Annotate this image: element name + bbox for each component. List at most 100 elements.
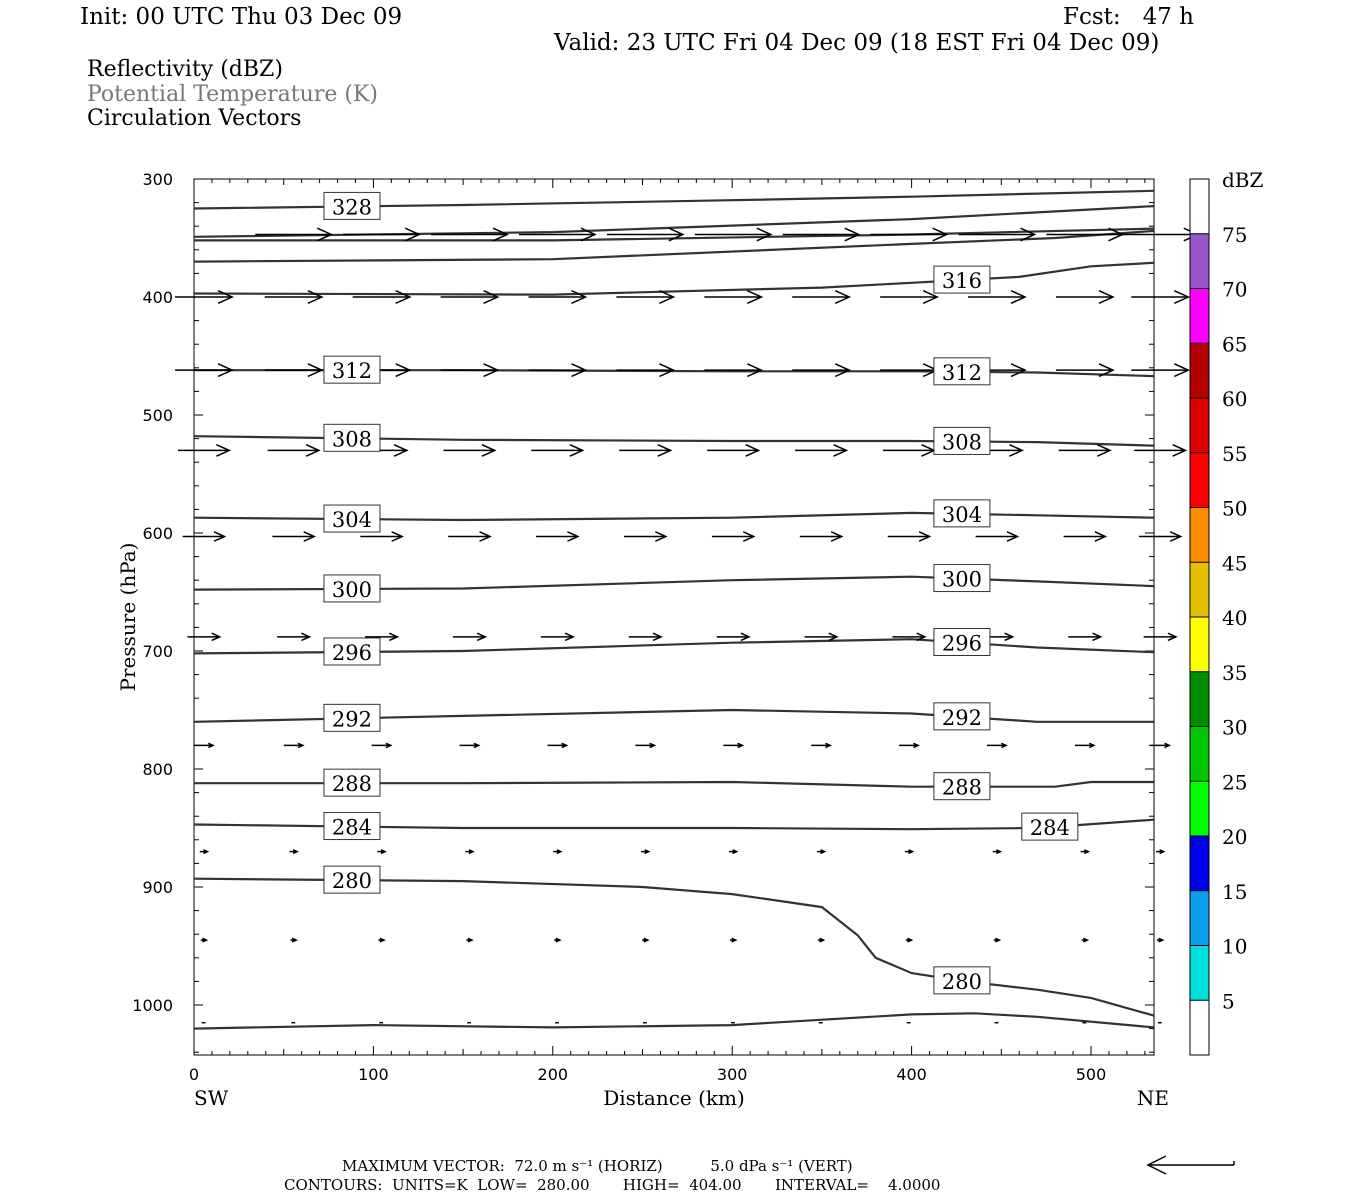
contour-label-box [323,865,381,894]
y-tick-label: 800 [142,760,173,779]
legend-potential-temperature: Potential Temperature (K) [87,82,378,107]
wind-vector-head [913,742,920,749]
wind-vector-head [742,531,756,542]
colorbar-swatch [1190,781,1209,836]
wind-vector-head [655,531,668,542]
colorbar-swatch [1190,288,1209,344]
wind-vector-head [659,290,676,304]
wind-vector-head [316,227,334,242]
contour-label-box [323,703,381,732]
colorbar-label: 35 [1222,661,1247,685]
wind-vector-head [1010,290,1027,304]
isentrope-304 [193,511,1154,522]
valid-time: Valid: 23 UTC Fri 04 Dec 09 (18 EST Fri … [554,30,1160,56]
colorbar-label: 5 [1222,989,1235,1013]
wind-vector-head [571,363,588,378]
wind-vector-head [571,290,588,304]
wind-vector-head [1173,363,1191,378]
y-tick-label: 500 [142,406,173,425]
wind-vector-head [395,363,412,378]
colorbar-label: 15 [1222,880,1247,904]
wind-vector-head [561,742,569,749]
wind-vector-head [1098,363,1115,378]
wind-vector-head [1173,290,1191,304]
contour-label-box [933,564,991,593]
contour-label: 292 [942,706,982,730]
wind-vector-head [208,742,215,749]
wind-vector-head [844,227,861,242]
y-tick-label: 600 [142,524,173,543]
isentrope-312 [194,369,1154,378]
contour-label-box [933,702,991,731]
wind-vector-head [380,849,387,855]
wind-vector-head [828,632,839,642]
wind-vector-head [916,632,927,642]
wind-vector-head [825,742,833,749]
contour-label-box [323,191,381,220]
contour-label-box [933,265,991,294]
colorbar-swatch [1190,671,1209,727]
wind-vector-head [379,937,386,943]
colorbar-swatch [1190,562,1209,617]
wind-vector-head [393,443,409,457]
colorbar-swatch [1190,507,1209,563]
max-vector-note: MAXIMUM VECTOR: 72.0 m s⁻¹ (HORIZ) 5.0 d… [342,1157,853,1175]
colorbar-label: 30 [1222,716,1247,740]
x-tick-label: 500 [1076,1065,1107,1084]
contour-label-box [933,966,991,995]
colorbar-label: 10 [1222,935,1247,959]
x-tick-label: 200 [538,1065,569,1084]
init-time: Init: 00 UTC Thu 03 Dec 09 [80,4,403,30]
contour-label-box [1021,812,1079,841]
x-tick-label: 0 [189,1065,199,1084]
wind-vector-head [385,742,393,749]
contour-label: 296 [332,641,372,665]
isentrope-292 [193,708,1154,723]
colorbar-label: 50 [1222,497,1247,521]
contour-label: 308 [332,427,372,451]
wind-vector-head [467,937,474,943]
wind-vector-head [756,227,773,242]
wind-vector-head [732,849,739,855]
contour-label-box [323,574,381,603]
wind-vector-head [1010,363,1027,378]
contour-label: 288 [332,772,372,796]
contour-label: 284 [332,816,372,840]
wind-vector-head [918,531,932,542]
wind-vector-head [395,290,412,304]
wind-vector-head [301,632,312,642]
colorbar-swatch [1190,452,1209,508]
contour-label-box [323,812,381,841]
wind-vector-head [833,443,849,457]
wind-vector-head [569,443,585,457]
x-axis-label: Distance (km) [603,1086,745,1110]
wind-vector-head [473,742,481,749]
wind-vector-head [303,531,317,542]
contour-label-box [323,504,381,533]
contour-label: 304 [332,508,372,532]
isentrope-280 [193,877,1155,1017]
contour-label-box [323,423,381,452]
wind-vector-head [1096,443,1112,457]
wind-vector-head [907,937,914,943]
wind-vector-head [1159,849,1166,855]
colorbar-label: 65 [1222,332,1247,356]
wind-vector-head [217,363,234,378]
wind-vector-head [1088,742,1096,749]
wind-vector-head [649,742,657,749]
wind-vector-head [1004,632,1015,642]
y-tick-label: 300 [142,170,173,189]
colorbar-title: dBZ [1222,168,1264,192]
circulation-vectors [175,227,1200,1024]
wind-vector-head [932,227,949,242]
wind-vector-head [291,937,298,943]
wind-vector-head [1098,290,1115,304]
wind-vector-head [731,937,738,943]
wind-vector-head [652,632,663,642]
contour-label: 300 [942,568,982,592]
x-tick-label: 100 [358,1065,389,1084]
wind-vector-head [213,531,227,542]
wind-vector-head [747,363,764,378]
wind-vector-head [468,849,475,855]
wind-vector-head [643,937,650,943]
